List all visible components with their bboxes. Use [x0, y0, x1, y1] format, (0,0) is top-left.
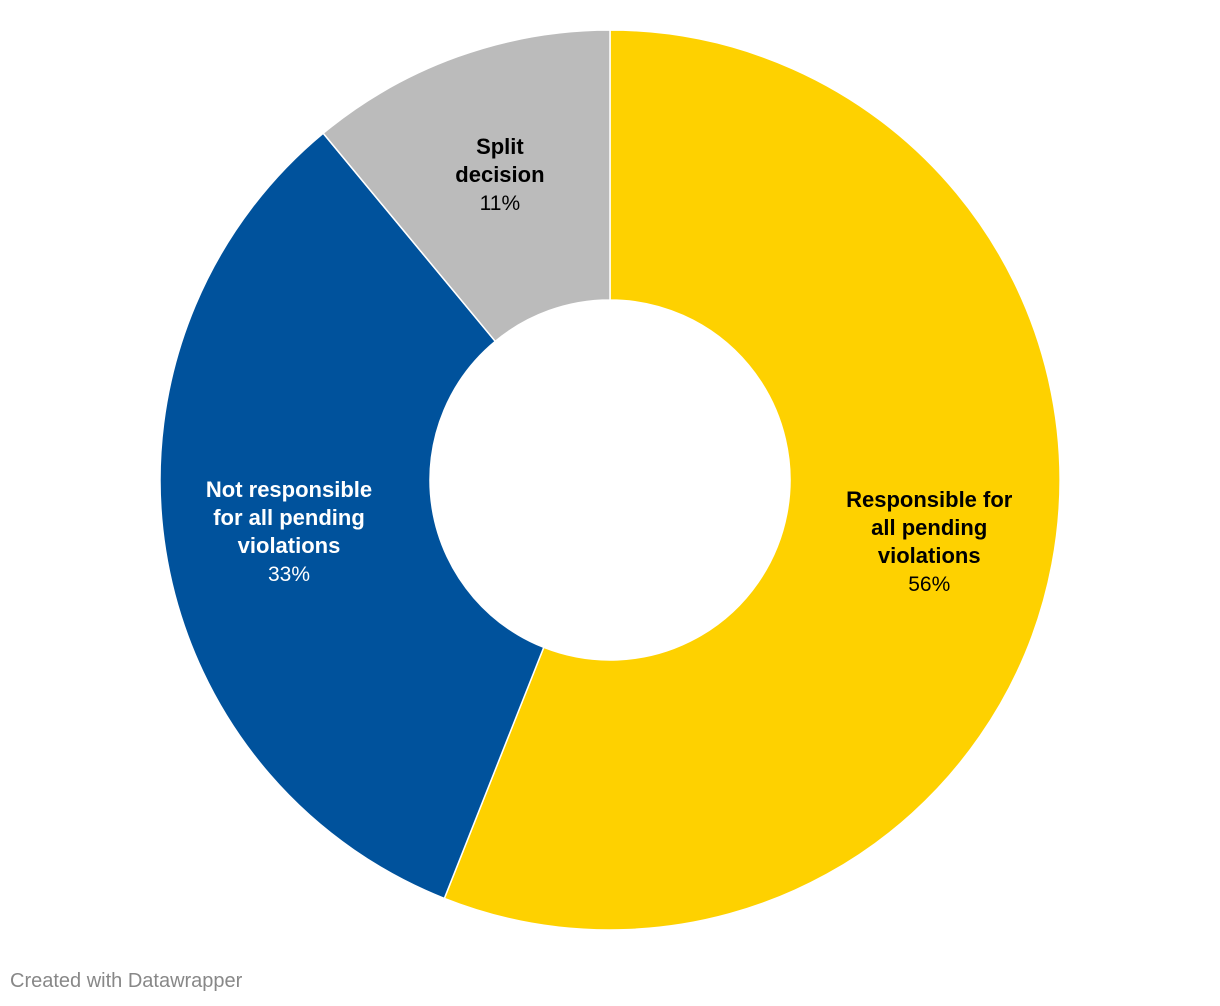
slice-label-name-line: for all pending: [213, 505, 365, 530]
slice-0: [443, 29, 1061, 931]
donut-chart: Responsible for all pending violations 56% N…: [159, 29, 1061, 931]
credit-footer: Created with Datawrapper: [10, 970, 243, 992]
slice-label-name-line: violations: [878, 543, 981, 568]
slice-label-0: Responsible for all pending violations 56%: [846, 487, 1013, 596]
slice-1: [159, 132, 545, 900]
slice-label-name-line: decision: [455, 162, 544, 187]
slice-value-label: 56%: [908, 573, 950, 596]
slice-label-name-line: Responsible for: [846, 487, 1013, 512]
slice-2: [322, 29, 611, 343]
slice-label-name-line: violations: [238, 533, 341, 558]
slice-label-1: Not responsible for all pending violations…: [206, 477, 372, 586]
slice-label-name-line: Split: [476, 134, 524, 159]
slice-value-label: 33%: [268, 563, 310, 586]
slice-label-name-line: Not responsible: [206, 477, 372, 502]
slice-label-name-line: all pending: [871, 515, 987, 540]
slice-label-2: Split decision 11%: [455, 134, 544, 215]
slice-value-label: 11%: [480, 192, 520, 215]
